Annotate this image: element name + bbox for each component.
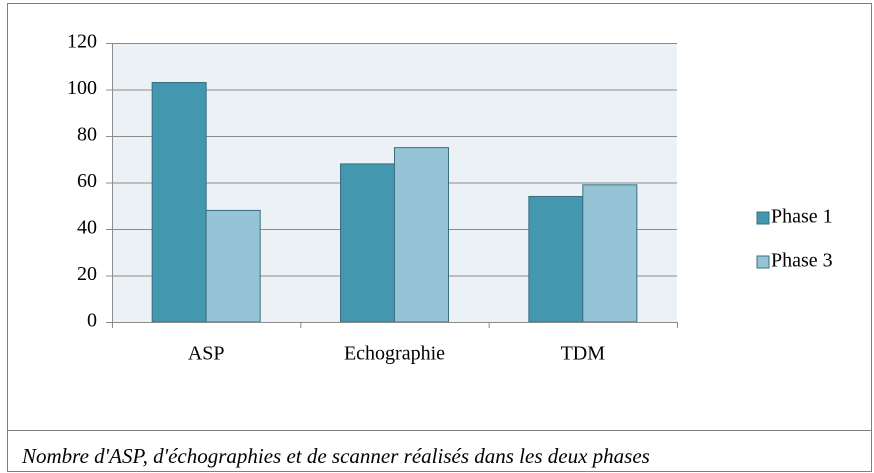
bar bbox=[394, 147, 449, 323]
legend-swatch bbox=[756, 255, 770, 269]
legend-label: Phase 1 bbox=[771, 206, 833, 228]
bar bbox=[151, 82, 207, 323]
x-tick-label: TDM bbox=[561, 343, 606, 365]
legend-label: Phase 3 bbox=[771, 250, 833, 272]
caption: Nombre d'ASP, d'échographies et de scann… bbox=[21, 444, 650, 468]
bar bbox=[205, 209, 261, 323]
legend-swatch bbox=[756, 211, 770, 225]
y-tick-label: 100 bbox=[67, 77, 97, 99]
y-tick-label: 40 bbox=[77, 217, 97, 239]
y-tick-label: 120 bbox=[67, 31, 97, 53]
bar bbox=[528, 195, 584, 323]
chart-frame bbox=[7, 3, 872, 472]
x-tick-label: Echographie bbox=[344, 343, 445, 365]
y-tick-label: 20 bbox=[77, 263, 97, 285]
bar bbox=[340, 163, 395, 323]
y-tick-label: 60 bbox=[77, 170, 97, 192]
bar bbox=[582, 184, 638, 323]
x-tick-label: ASP bbox=[188, 343, 225, 365]
y-tick-label: 0 bbox=[87, 310, 97, 332]
y-tick-label: 80 bbox=[77, 124, 97, 146]
